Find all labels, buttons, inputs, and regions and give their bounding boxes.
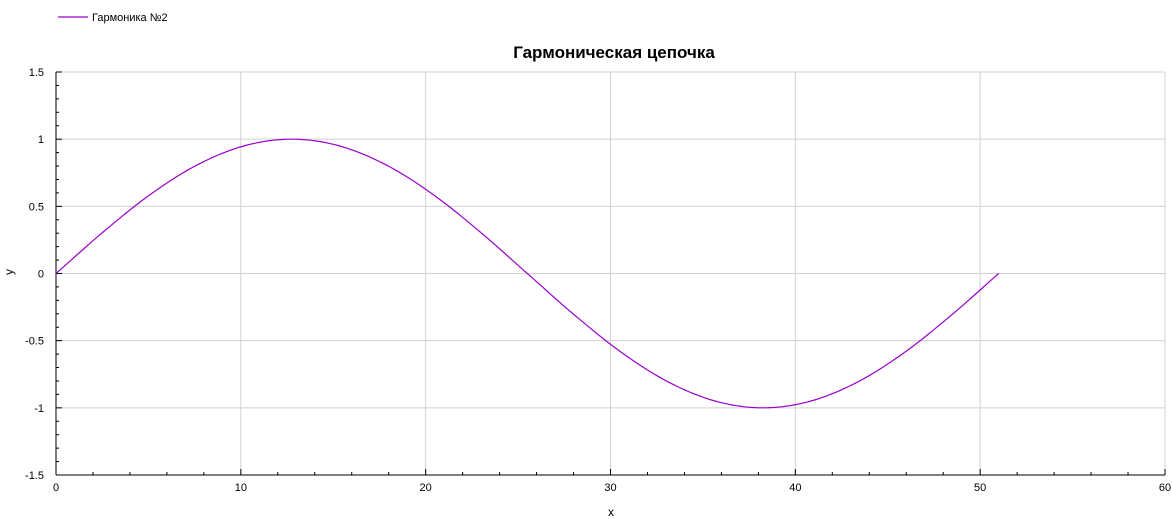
legend-label: Гармоника №2 [92,12,168,24]
series-line-0 [55,138,1000,409]
x-tick-label: 20 [420,482,432,494]
y-tick-label: 1 [38,134,44,146]
x-tick-label: 40 [789,482,801,494]
x-tick-label: 10 [235,482,247,494]
x-tick-label: 60 [1159,482,1171,494]
series-layer [55,138,1000,409]
y-tick-label: 0.5 [29,201,44,213]
x-axis-label: x [608,505,614,519]
y-tick-label: -0.5 [25,336,44,348]
y-tick-label: -1 [34,403,44,415]
legend: Гармоника №2 [58,12,168,24]
y-tick-label: 1.5 [29,67,44,79]
x-tick-label: 30 [604,482,616,494]
chart-title: Гармоническая цепочка [513,43,715,62]
x-tick-label: 50 [974,482,986,494]
y-axis-label: y [2,269,16,275]
axes: 0 10 20 30 40 50 60 1.5 1 0.5 0 -0.5 -1 -1.5 [25,67,1171,494]
y-tick-label: 0 [38,269,44,281]
y-tick-label: -1.5 [25,470,44,482]
grid [56,71,1166,475]
x-tick-label: 0 [53,482,59,494]
